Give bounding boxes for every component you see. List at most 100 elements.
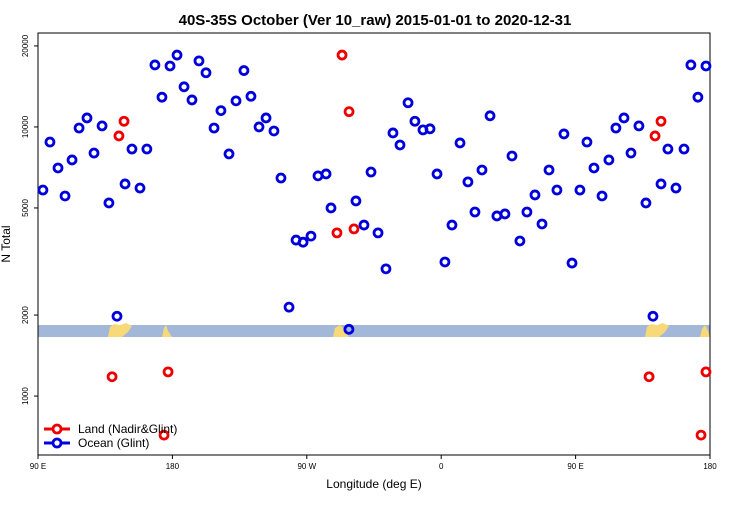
- point: [336, 49, 348, 61]
- point: [103, 197, 115, 209]
- legend-label: Ocean (Glint): [78, 436, 149, 450]
- point: [158, 429, 170, 441]
- point: [253, 121, 265, 133]
- point: [81, 112, 93, 124]
- y-tick-label: 20000: [21, 34, 30, 57]
- point: [52, 162, 64, 174]
- point: [506, 150, 518, 162]
- point: [325, 202, 337, 214]
- point: [372, 227, 384, 239]
- point: [164, 60, 176, 72]
- legend-marker: [51, 437, 63, 449]
- y-axis-label: N Total: [0, 225, 13, 262]
- x-tick-label: 90 E: [30, 462, 46, 471]
- point: [558, 128, 570, 140]
- chart-title: 40S-35S October (Ver 10_raw) 2015-01-01 …: [179, 12, 572, 29]
- point: [476, 164, 488, 176]
- point: [394, 139, 406, 151]
- point: [588, 162, 600, 174]
- point: [208, 122, 220, 134]
- point: [662, 143, 674, 155]
- point: [66, 154, 78, 166]
- point: [134, 182, 146, 194]
- point: [402, 97, 414, 109]
- point: [111, 310, 123, 322]
- point: [331, 227, 343, 239]
- point: [238, 65, 250, 76]
- point: [350, 195, 362, 207]
- point: [439, 256, 451, 268]
- point: [245, 90, 257, 102]
- point: [283, 301, 295, 313]
- point: [536, 218, 548, 230]
- point: [305, 230, 317, 242]
- point: [551, 184, 563, 196]
- x-tick-label: 90 W: [297, 462, 316, 471]
- legend-label: Land (Nadir&Glint): [78, 422, 177, 436]
- point: [113, 130, 125, 142]
- plot-frame: [37, 32, 711, 456]
- point: [462, 176, 474, 188]
- point: [44, 136, 56, 148]
- x-tick-label: 180: [166, 462, 180, 471]
- point: [521, 206, 533, 218]
- point: [230, 95, 242, 107]
- y-tick-label: 2000: [21, 306, 30, 324]
- point: [618, 112, 630, 124]
- point: [596, 190, 608, 202]
- point: [670, 182, 682, 194]
- point: [543, 164, 555, 176]
- point: [643, 371, 655, 383]
- point: [186, 94, 198, 106]
- point: [387, 127, 399, 139]
- point: [162, 366, 174, 378]
- y-tick-label: 5000: [21, 199, 30, 217]
- point: [223, 148, 235, 160]
- point: [106, 371, 118, 383]
- point: [446, 219, 458, 231]
- point: [685, 59, 697, 71]
- point: [200, 67, 212, 79]
- point: [603, 154, 615, 166]
- point: [649, 130, 661, 142]
- point: [193, 55, 205, 67]
- point: [59, 190, 71, 202]
- point: [358, 219, 370, 231]
- point: [469, 206, 481, 218]
- x-tick-label: 0: [439, 462, 444, 471]
- point: [640, 197, 652, 209]
- point: [678, 143, 690, 155]
- point: [275, 172, 287, 184]
- point: [610, 122, 622, 134]
- point: [88, 147, 100, 159]
- point: [655, 178, 667, 190]
- y-tick-label: 10000: [21, 115, 30, 138]
- point: [484, 110, 496, 122]
- point: [118, 115, 130, 127]
- point: [574, 184, 586, 196]
- point: [692, 91, 704, 103]
- point: [297, 236, 309, 248]
- point: [409, 115, 421, 127]
- point: [96, 120, 108, 132]
- point: [655, 115, 667, 127]
- x-axis-label: Longitude (deg E): [326, 477, 421, 491]
- point: [343, 323, 355, 335]
- point: [431, 168, 443, 180]
- point: [581, 136, 593, 148]
- point: [268, 125, 280, 137]
- point: [156, 91, 168, 103]
- point: [260, 112, 272, 124]
- point: [365, 166, 377, 178]
- x-tick-label: 90 E: [567, 462, 583, 471]
- point: [73, 122, 85, 134]
- point: [320, 168, 332, 180]
- point: [119, 178, 131, 190]
- x-tick-label: 180: [703, 462, 717, 471]
- point: [126, 143, 138, 155]
- point: [566, 257, 578, 269]
- point: [141, 143, 153, 155]
- legend-marker: [51, 423, 63, 435]
- point: [178, 81, 190, 93]
- y-tick-label: 1000: [21, 387, 30, 405]
